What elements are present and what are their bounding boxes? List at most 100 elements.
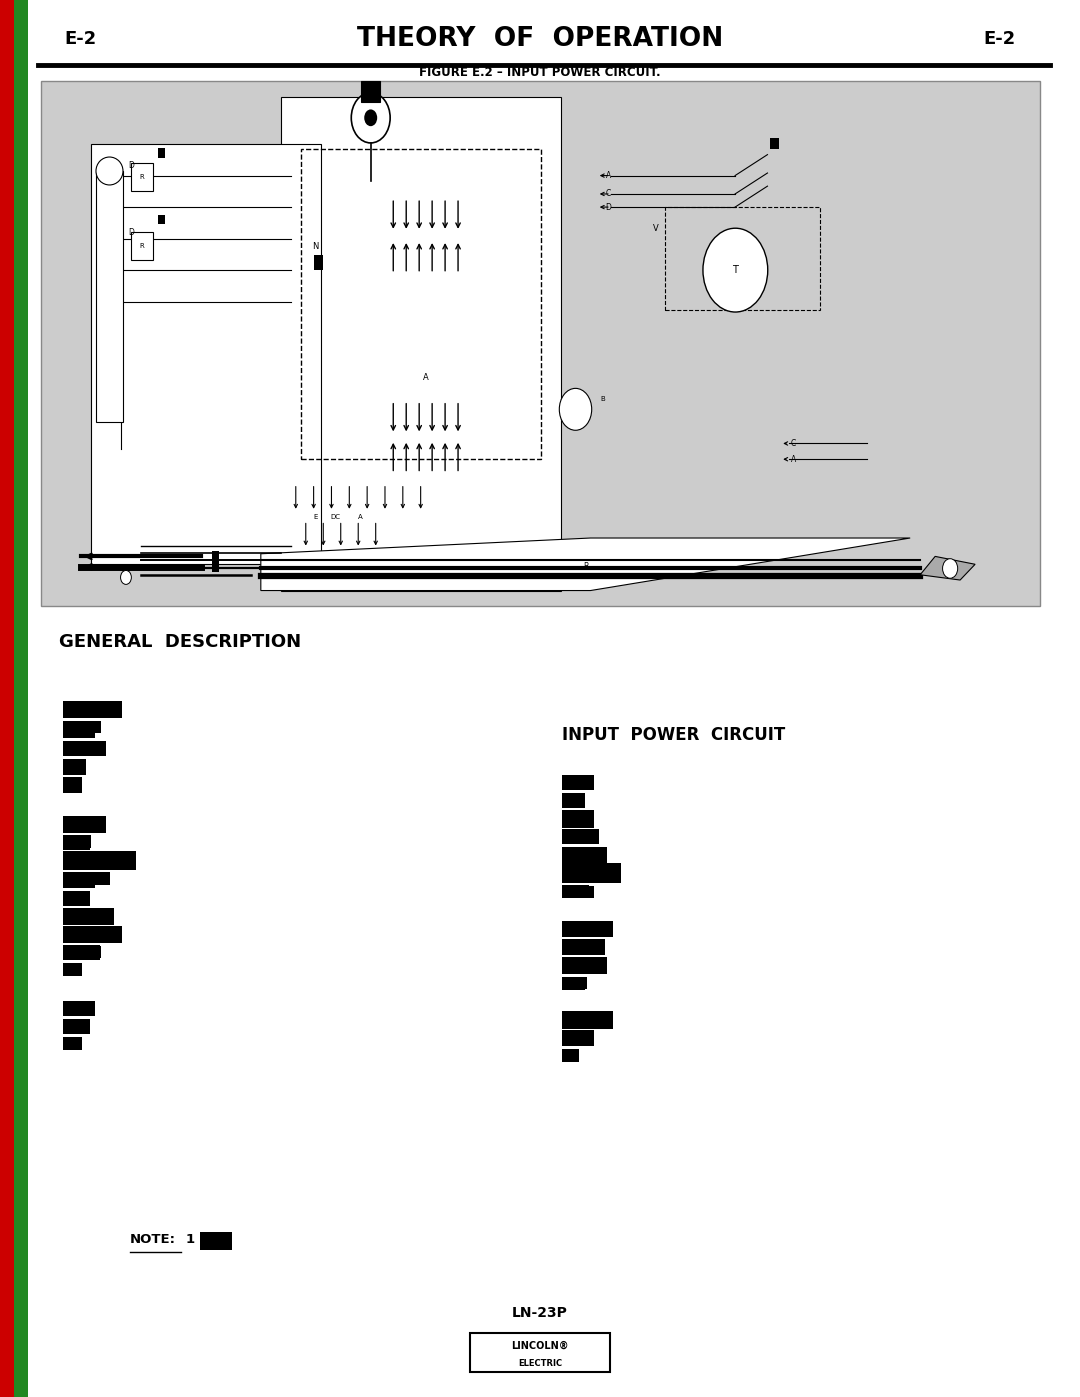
Text: A: A [422, 373, 429, 383]
Bar [63, 946, 102, 958]
Circle shape [364, 109, 377, 126]
Circle shape [943, 559, 958, 578]
Bar [300, 149, 540, 460]
Bar [562, 921, 613, 937]
Text: INPUT  POWER  CIRCUIT: INPUT POWER CIRCUIT [562, 726, 785, 745]
Bar [212, 562, 219, 573]
Bar [200, 1232, 232, 1250]
Text: ELECTRIC: ELECTRIC [518, 1359, 562, 1368]
Bar [281, 96, 561, 591]
Bar [562, 793, 585, 807]
Text: C: C [791, 439, 796, 448]
Bar [63, 872, 110, 886]
Bar [63, 835, 91, 848]
Bar [562, 1031, 590, 1045]
Text: D: D [129, 161, 134, 169]
Text: LINCOLN®: LINCOLN® [511, 1340, 569, 1351]
Bar [63, 964, 82, 975]
Bar [562, 977, 585, 990]
Bar [63, 760, 86, 774]
Bar [63, 1037, 82, 1051]
Bar [361, 81, 380, 102]
Bar [562, 1011, 613, 1028]
Text: A: A [606, 170, 610, 180]
Bar [63, 777, 82, 793]
Text: GENERAL  DESCRIPTION: GENERAL DESCRIPTION [59, 633, 301, 651]
Text: T: T [732, 265, 739, 275]
Bar [63, 891, 90, 907]
Circle shape [351, 92, 390, 142]
Bar [63, 926, 122, 943]
Bar [562, 830, 599, 844]
Bar [665, 207, 821, 310]
Bar [562, 940, 590, 953]
Bar [63, 816, 106, 833]
Bar [63, 928, 96, 940]
Circle shape [559, 388, 592, 430]
Bar [96, 170, 123, 422]
Bar [562, 866, 586, 879]
Text: C: C [606, 190, 610, 198]
Bar [562, 830, 579, 844]
Text: V: V [652, 224, 659, 233]
Polygon shape [920, 556, 975, 580]
Text: A: A [359, 514, 363, 520]
Bar [562, 957, 607, 974]
Bar [562, 1049, 579, 1062]
Ellipse shape [96, 156, 123, 184]
Bar [562, 774, 594, 791]
Bar [63, 908, 114, 925]
Bar [314, 261, 323, 270]
Bar [562, 958, 585, 970]
Bar [63, 701, 122, 718]
Bar [562, 886, 594, 898]
Bar [562, 810, 594, 827]
Bar [91, 144, 321, 564]
Text: NOTE:: NOTE: [130, 1232, 176, 1246]
Bar [0, 0, 14, 1397]
Text: DC: DC [330, 514, 341, 520]
Text: R: R [139, 243, 144, 249]
Text: LN-23P: LN-23P [512, 1306, 568, 1320]
Bar [63, 724, 95, 739]
Bar [41, 81, 1040, 606]
Bar [562, 1030, 594, 1046]
Bar [63, 1000, 95, 1017]
Bar [63, 872, 95, 888]
Text: D: D [606, 203, 611, 211]
Text: D: D [129, 228, 134, 237]
Bar [562, 977, 586, 989]
Bar [470, 1333, 610, 1372]
Bar [131, 232, 152, 260]
Bar [158, 215, 165, 225]
Text: E: E [313, 514, 318, 520]
Bar [562, 886, 589, 898]
Text: E-2: E-2 [983, 31, 1015, 47]
Text: N: N [312, 242, 319, 251]
Text: 1: 1 [186, 1232, 194, 1246]
Text: THEORY  OF  OPERATION: THEORY OF OPERATION [356, 27, 724, 52]
Bar [63, 740, 106, 757]
Circle shape [121, 570, 132, 584]
Text: B: B [600, 395, 605, 402]
Text: FIGURE E.2 – INPUT POWER CIRCUIT.: FIGURE E.2 – INPUT POWER CIRCUIT. [419, 66, 661, 80]
Polygon shape [261, 538, 910, 591]
Bar [63, 851, 136, 869]
Bar [14, 0, 28, 1397]
Bar [63, 1020, 90, 1034]
Text: A: A [791, 454, 796, 464]
Bar [562, 863, 621, 883]
Bar [314, 256, 323, 264]
Bar [131, 163, 152, 191]
Bar [63, 835, 90, 849]
Bar [63, 777, 78, 791]
Bar [212, 550, 219, 562]
Bar [770, 138, 779, 149]
Circle shape [703, 228, 768, 312]
Bar [562, 939, 605, 956]
Bar [562, 793, 579, 805]
Bar [562, 847, 607, 863]
Text: E-2: E-2 [65, 31, 97, 47]
Bar [63, 721, 102, 733]
Text: B: B [583, 563, 588, 571]
